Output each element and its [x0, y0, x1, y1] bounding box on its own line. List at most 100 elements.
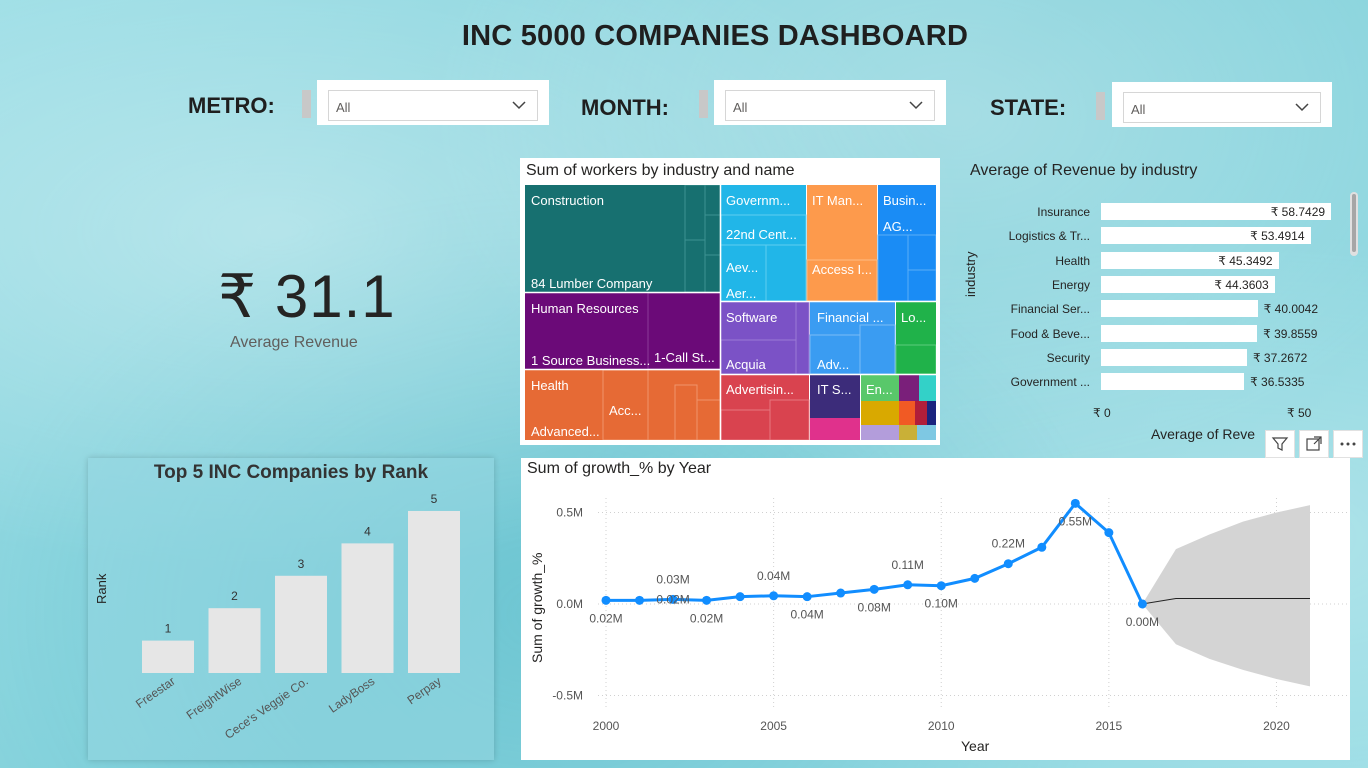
top5-bar-category: LadyBoss [326, 674, 377, 716]
treemap-cell-financial [810, 302, 895, 374]
top5-bar-value: 5 [431, 492, 438, 506]
treemap-cell [915, 401, 927, 425]
state-filter-divider [1096, 92, 1105, 120]
revenue-chart-scrollbar[interactable] [1350, 192, 1358, 256]
y-tick-label: 0.0M [556, 597, 583, 611]
focus-mode-icon[interactable] [1299, 430, 1329, 458]
top5-bar[interactable] [275, 575, 327, 673]
y-tick-label: -0.5M [552, 689, 583, 703]
treemap-label-1-source: 1 Source Business... [531, 353, 651, 368]
treemap-cell [861, 425, 899, 440]
revenue-bar-value: ₹ 53.4914 [1250, 229, 1305, 244]
top5-bar-value: 2 [231, 589, 238, 603]
treemap-label-government: Governm... [726, 193, 791, 208]
growth-data-point[interactable] [1137, 599, 1147, 609]
revenue-bar-label: Security [1046, 350, 1090, 365]
month-filter-label: MONTH: [581, 95, 669, 120]
growth-data-point[interactable] [802, 592, 812, 602]
metro-dropdown-value: All [336, 100, 351, 115]
top5-bar-value: 3 [298, 557, 305, 571]
treemap-cell [810, 418, 860, 440]
revenue-bar-label: Energy [1051, 277, 1090, 292]
treemap-label-business: Busin... [883, 193, 927, 208]
top5-bar[interactable] [341, 543, 394, 673]
growth-data-point[interactable] [601, 595, 611, 605]
growth-data-label: 0.00M [1126, 615, 1159, 629]
treemap-cell [899, 375, 919, 401]
growth-data-point[interactable] [970, 573, 980, 583]
growth-data-label: 0.11M [891, 558, 923, 572]
revenue-bar-value: ₹ 45.3492 [1218, 253, 1273, 268]
top5-bar-category: FreightWise [184, 674, 245, 722]
funnel-icon [1271, 437, 1289, 451]
more-options-icon[interactable] [1333, 430, 1363, 458]
revenue-bar[interactable] [1101, 251, 1279, 269]
revenue-bar-value: ₹ 58.7429 [1270, 205, 1326, 219]
growth-data-label: 0.08M [858, 600, 891, 614]
treemap-title: Sum of workers by industry and name [526, 162, 795, 179]
revenue-bar[interactable] [1101, 300, 1258, 318]
treemap-label-advanced: Advanced... [531, 424, 600, 439]
growth-data-point[interactable] [1037, 542, 1047, 552]
growth-data-point[interactable] [668, 594, 678, 604]
growth-data-point[interactable] [869, 584, 879, 594]
treemap-cell-business [878, 185, 936, 301]
revenue-bar[interactable] [1101, 373, 1245, 391]
treemap-cell [899, 401, 915, 425]
x-tick-label: 2000 [593, 719, 620, 733]
treemap-label-lo: Lo... [901, 310, 927, 325]
growth-data-point[interactable] [936, 581, 946, 591]
growth-data-point[interactable] [836, 588, 846, 598]
treemap-cell-human-resources [525, 293, 648, 369]
growth-data-point[interactable] [1070, 498, 1080, 508]
treemap-label-aer: Aer... [726, 286, 757, 301]
treemap-cell-software [721, 302, 809, 374]
growth-data-point[interactable] [702, 595, 712, 605]
filter-icon[interactable] [1265, 430, 1295, 458]
treemap-label-energy: En... [866, 382, 893, 397]
scrollbar-thumb[interactable] [1352, 194, 1356, 252]
growth-data-label: 0.03M [656, 572, 689, 586]
metro-dropdown[interactable]: All [328, 90, 538, 121]
month-dropdown[interactable]: All [725, 90, 935, 121]
revenue-bar[interactable] [1101, 324, 1258, 342]
expand-icon [1306, 436, 1322, 451]
treemap-visual[interactable]: Sum of workers by industry and name [520, 158, 940, 445]
revenue-bar[interactable] [1101, 348, 1247, 366]
top5-chart-panel[interactable]: Top 5 INC Companies by Rank Rank 1 Freest… [88, 458, 494, 760]
x-tick-label: 2015 [1096, 719, 1123, 733]
treemap-cell [927, 401, 936, 425]
growth-line-chart-panel[interactable]: Sum of growth_% by Year Sum of growth_% … [521, 458, 1350, 760]
revenue-bar[interactable] [1101, 275, 1275, 293]
growth-data-label: 0.04M [790, 608, 823, 622]
treemap-label-access: Access I... [812, 262, 872, 277]
top5-bar[interactable] [408, 510, 460, 673]
treemap-cell-health [525, 370, 720, 440]
metro-filter-divider [302, 90, 311, 118]
revenue-bar[interactable] [1101, 227, 1311, 245]
treemap-label-construction: Construction [531, 193, 604, 208]
treemap-cell-government [721, 185, 806, 301]
top5-bar-value: 4 [364, 524, 371, 538]
revenue-bar[interactable] [1101, 203, 1332, 220]
growth-data-point[interactable] [1104, 528, 1114, 538]
revenue-bar-label: Logistics & Tr... [1008, 229, 1090, 244]
growth-data-point[interactable] [735, 592, 745, 602]
growth-data-label: 0.02M [690, 611, 723, 625]
growth-data-point[interactable] [635, 595, 645, 605]
treemap-label-advertising: Advertisin... [726, 382, 794, 397]
growth-data-point[interactable] [1003, 559, 1013, 569]
growth-data-point[interactable] [769, 591, 779, 601]
top5-bar-category: Perpay [405, 674, 444, 707]
top5-bar[interactable] [208, 608, 261, 673]
treemap-label-it-services: IT S... [817, 382, 852, 397]
revenue-bar-label: Food & Beve... [1010, 326, 1090, 341]
forecast-line [1142, 598, 1310, 605]
treemap-cell [919, 375, 936, 401]
state-filter-label: STATE: [990, 95, 1067, 120]
month-dropdown-value: All [733, 100, 748, 115]
revenue-bar-value: ₹ 39.8559 [1263, 326, 1318, 341]
growth-data-point[interactable] [903, 580, 913, 590]
top5-bar[interactable] [142, 640, 194, 673]
state-dropdown[interactable]: All [1123, 92, 1321, 123]
